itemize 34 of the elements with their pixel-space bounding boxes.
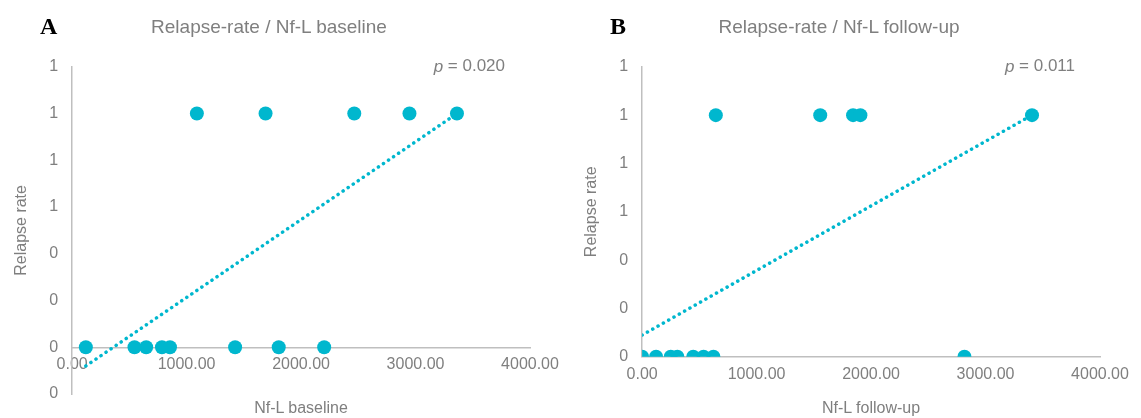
x-tick-label: 1000.00 — [727, 364, 786, 382]
chart-title: Relapse-rate / Nf-L follow-up — [718, 15, 960, 37]
y-tick-label: 0 — [49, 337, 59, 355]
y-tick-label: 1 — [619, 105, 629, 123]
y-tick-label: 0 — [619, 347, 629, 365]
x-tick-label: 2000.00 — [842, 364, 901, 382]
x-tick-label: 2000.00 — [272, 355, 331, 373]
y-tick-label: 0 — [619, 298, 629, 316]
y-tick-label: 0 — [49, 244, 59, 262]
y-tick-label: 1 — [49, 197, 59, 215]
text: B — [610, 13, 627, 40]
y-tick-label: 0 — [49, 384, 59, 402]
y-axis-title: Relapse rate — [12, 184, 30, 276]
y-tick-label: 0 — [49, 290, 59, 308]
chart-title: Relapse-rate / Nf-L baseline — [151, 15, 387, 37]
x-axis-title: Nf-L follow-up — [821, 399, 921, 417]
x-tick-label: 3000.00 — [956, 364, 1015, 382]
x-tick-label: 1000.00 — [157, 355, 216, 373]
x-tick-label: 3000.00 — [386, 355, 445, 373]
x-tick-label: 0.00 — [626, 364, 658, 382]
y-tick-label: 1 — [619, 57, 629, 75]
y-tick-label: 0 — [619, 250, 629, 268]
x-axis-title: Nf-L baseline — [254, 399, 348, 417]
y-tick-label: 1 — [619, 153, 629, 171]
y-tick-label: 1 — [49, 150, 59, 168]
y-tick-label: 1 — [49, 57, 59, 75]
annotation: p = 0.011 — [1003, 56, 1075, 76]
annotation: p = 0.020 — [432, 56, 506, 76]
x-tick-label: 4000.00 — [1071, 364, 1130, 382]
x-tick-label: 4000.00 — [501, 355, 560, 373]
y-tick-label: 1 — [619, 202, 629, 220]
y-axis-title: Relapse rate — [582, 166, 600, 258]
y-tick-label: 1 — [49, 103, 59, 121]
text: A — [40, 13, 58, 40]
